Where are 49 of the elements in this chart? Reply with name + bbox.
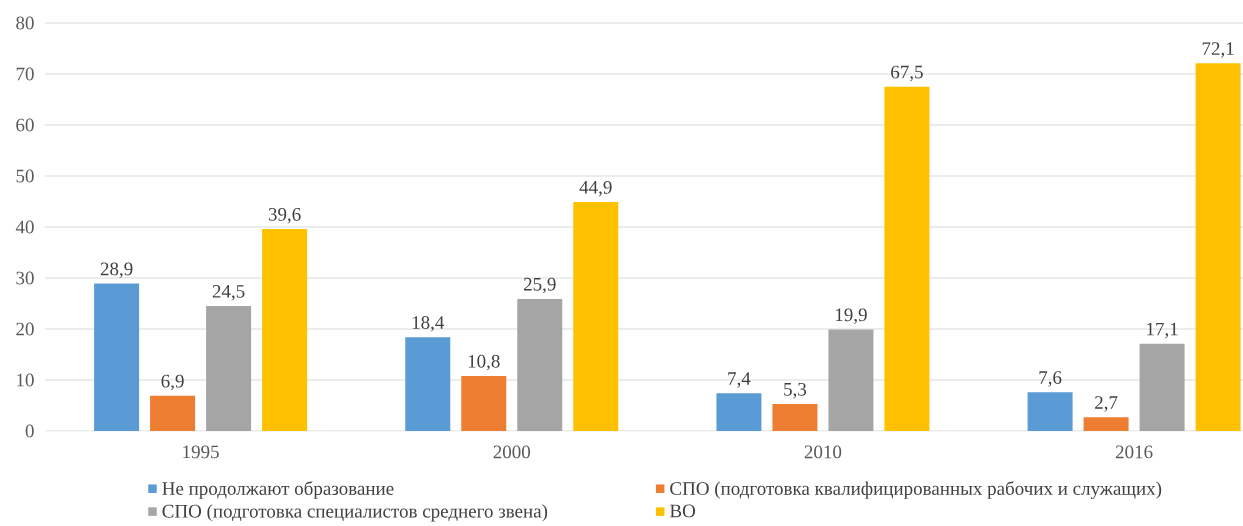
data-label: 19,9 — [835, 308, 867, 324]
data-label: 28,9 — [100, 262, 133, 279]
bar — [150, 395, 196, 431]
data-label: 7,4 — [728, 372, 751, 388]
data-label: 5,3 — [784, 382, 807, 399]
data-label: 17,1 — [1147, 322, 1178, 339]
bar — [94, 283, 140, 431]
legend-label: Не продолжают образование — [162, 481, 394, 499]
bar — [573, 202, 619, 431]
y-tick-label: 20 — [16, 322, 34, 336]
data-label: 44,9 — [579, 180, 612, 197]
x-tick-label: 2000 — [493, 445, 531, 459]
bar — [1027, 392, 1073, 431]
y-tick-label: 70 — [16, 67, 34, 81]
legend-label: ВО — [669, 504, 696, 518]
data-label: 24,5 — [212, 285, 245, 301]
y-tick-label: 0 — [25, 424, 34, 438]
y-tick-label: 10 — [17, 373, 34, 387]
data-label: 39,6 — [268, 208, 301, 224]
bar — [517, 298, 563, 431]
x-tick-label: 1995 — [183, 445, 219, 459]
data-label: 18,4 — [412, 316, 445, 332]
y-tick-label: 30 — [16, 271, 34, 285]
bar — [1139, 343, 1185, 431]
data-label: 72,1 — [1202, 42, 1234, 58]
bar — [772, 403, 818, 431]
data-label: 2,7 — [1095, 396, 1118, 412]
y-tick-label: 80 — [16, 16, 34, 30]
bar — [716, 393, 762, 431]
y-tick-label: 60 — [16, 118, 34, 132]
legend-label: СПО (подготовка специалистов среднего звена) — [162, 504, 548, 522]
x-tick-label: 2016 — [1115, 445, 1153, 459]
bar — [206, 306, 252, 431]
y-tick-label: 50 — [16, 169, 34, 183]
data-label: 6,9 — [161, 374, 184, 391]
bar — [828, 329, 874, 431]
x-tick-label: 2010 — [804, 445, 842, 459]
bar — [1083, 417, 1129, 431]
bar — [1195, 63, 1241, 431]
y-tick-label: 40 — [15, 220, 34, 234]
data-label: 25,9 — [523, 277, 556, 294]
bar — [262, 229, 308, 431]
bar — [405, 337, 451, 431]
data-label: 67,5 — [891, 65, 923, 82]
bar — [461, 375, 507, 431]
data-label: 10,8 — [468, 354, 500, 371]
bar — [884, 86, 930, 431]
data-label: 7,6 — [1039, 371, 1062, 387]
legend-label: СПО (подготовка квалифицированных рабочих и служащих) — [670, 481, 1162, 499]
